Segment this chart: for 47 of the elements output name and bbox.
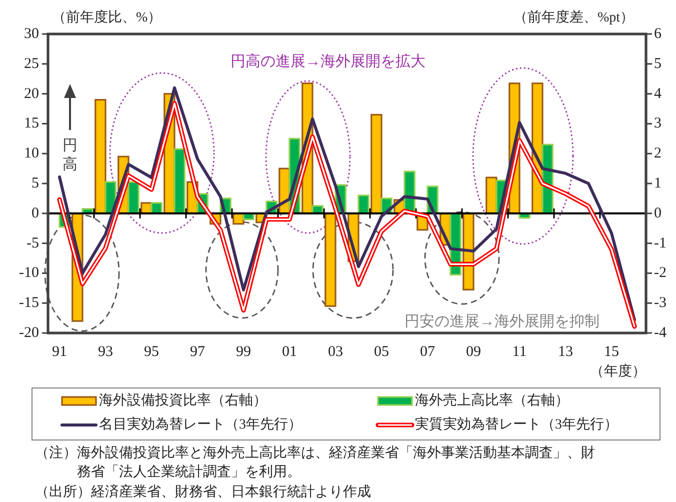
y-tick-label: 0 (32, 205, 39, 222)
text: （注）海外設備投資比率と海外売上高比率は、経済産業省「海外事業活動基本調査」、財務省「法人企業統計調査」を利用。 (35, 444, 596, 482)
legend-label: 実質実効為替レート（3年先行） (415, 416, 618, 432)
x-tick-label: 01 (282, 344, 297, 360)
y-tick-label: 30 (24, 26, 39, 42)
annotation: 円高 (62, 138, 78, 173)
y-axis-title: （前年度比、%） (52, 10, 162, 26)
x-tick-label: 11 (512, 344, 527, 360)
y2-tick-label: 1 (654, 176, 662, 192)
x-axis-title: （年度） (590, 364, 646, 380)
x-tick-label: 09 (466, 344, 481, 360)
x-tick-label: 03 (328, 344, 343, 360)
y2-tick-label: 5 (654, 56, 662, 72)
y2-tick-label: 4 (654, 86, 662, 102)
y-tick-label: -15 (19, 295, 39, 312)
y-tick-label: 5 (32, 176, 39, 192)
y2-tick-label: 0 (654, 205, 662, 222)
x-tick-label: 97 (190, 344, 206, 360)
x-tick-label: 07 (420, 344, 436, 360)
y2-tick-label: -3 (654, 295, 666, 312)
y-tick-label: 15 (24, 116, 39, 132)
y-tick-label: 10 (24, 146, 39, 162)
legend-label: 海外売上高比率（右軸） (415, 392, 569, 408)
y2-tick-label: 2 (654, 146, 662, 162)
x-tick-label: 05 (374, 344, 389, 360)
x-tick-label: 99 (236, 344, 251, 360)
y2-tick-label: -2 (654, 265, 666, 282)
y-tick-label: -20 (19, 325, 39, 341)
annotation: 円高の進展→海外展開を拡大 (230, 53, 426, 70)
annotation: 円安の進展→海外展開を抑制 (404, 313, 600, 330)
legend-label: 名目実効為替レート（3年先行） (99, 416, 302, 432)
legend-label: 海外設備投資比率（右軸） (99, 392, 267, 408)
x-tick-label: 15 (604, 344, 619, 360)
y-tick-label: 20 (24, 86, 39, 102)
y2-tick-label: -1 (654, 235, 666, 252)
y2-axis-title: （前年度差、%pt） (513, 10, 634, 26)
y2-tick-label: -4 (654, 325, 667, 341)
y-tick-label: 25 (24, 56, 39, 72)
x-tick-label: 95 (144, 344, 159, 360)
text: （出所）経済産業省、財務省、日本銀行統計より作成 (35, 483, 372, 502)
y-tick-label: -10 (19, 265, 39, 282)
x-tick-label: 13 (558, 344, 573, 360)
x-tick-label: 93 (98, 344, 113, 360)
y-tick-label: -5 (26, 235, 39, 252)
y2-tick-label: 3 (654, 116, 662, 132)
y2-tick-label: 6 (654, 26, 662, 42)
x-tick-label: 91 (52, 344, 67, 360)
